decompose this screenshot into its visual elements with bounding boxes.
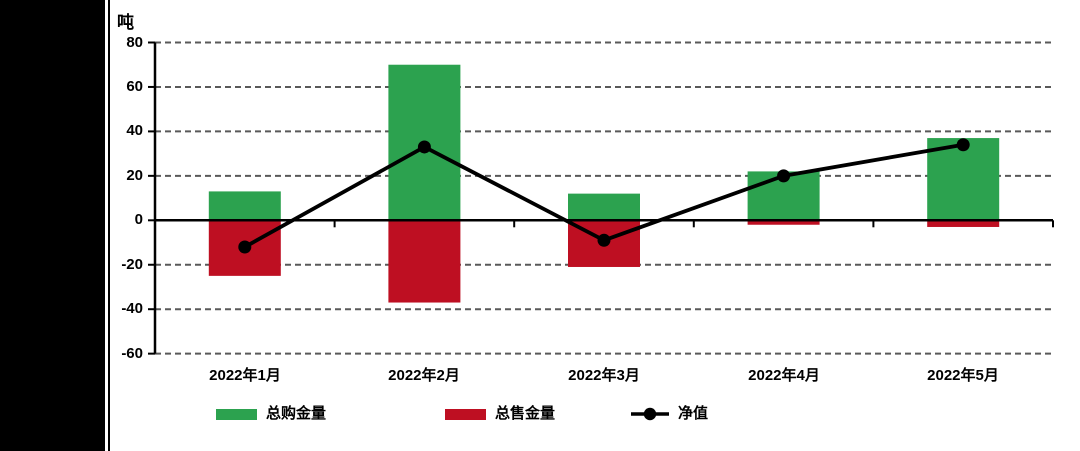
bar-sale-2022年5月 (927, 220, 1000, 227)
left-black-panel (0, 0, 105, 451)
net-value-point-2022年5月 (956, 138, 970, 152)
y-tick-label-60: 60 (126, 78, 143, 95)
bar-purchase-2022年1月 (208, 191, 281, 221)
net-value-point-2022年4月 (777, 169, 791, 183)
net-value-point-2022年3月 (597, 233, 611, 247)
x-category-label-mar: 2022年3月 (568, 367, 640, 384)
net-value-point-2022年2月 (417, 140, 431, 154)
y-tick-label-80: 80 (126, 34, 143, 51)
y-axis-unit-label: 吨 (117, 13, 134, 32)
x-category-label-may: 2022年5月 (927, 367, 999, 384)
x-category-label-apr: 2022年4月 (748, 367, 820, 384)
legend-label-total-purchase: 总购金量 (266, 405, 327, 422)
bar-sale-2022年2月 (388, 220, 461, 303)
legend-line-marker-icon (631, 407, 669, 421)
bar-purchase-2022年5月 (927, 138, 1000, 221)
x-category-label-feb: 2022年2月 (388, 367, 460, 384)
legend-item-net-value: 净值 (631, 404, 708, 424)
legend-item-total-purchase: 总购金量 (216, 404, 326, 424)
legend-swatch-green-icon (216, 408, 257, 420)
y-tick-label-m40: -40 (121, 300, 143, 317)
x-category-label-jan: 2022年1月 (209, 367, 281, 384)
y-tick-label-20: 20 (126, 167, 143, 184)
net-value-point-2022年1月 (238, 240, 252, 254)
y-tick-label-m60: -60 (121, 345, 143, 362)
legend-item-total-sale: 总售金量 (445, 404, 555, 424)
legend-swatch-red-icon (445, 408, 486, 420)
bar-sale-2022年4月 (747, 220, 820, 225)
y-tick-label-0: 0 (134, 211, 143, 228)
bar-purchase-2022年3月 (568, 193, 640, 221)
legend-label-net-value: 净值 (678, 405, 709, 422)
y-tick-label-m20: -20 (121, 256, 143, 273)
y-tick-label-40: 40 (126, 122, 143, 139)
legend-label-total-sale: 总售金量 (495, 405, 556, 422)
vertical-divider-line (108, 0, 110, 451)
